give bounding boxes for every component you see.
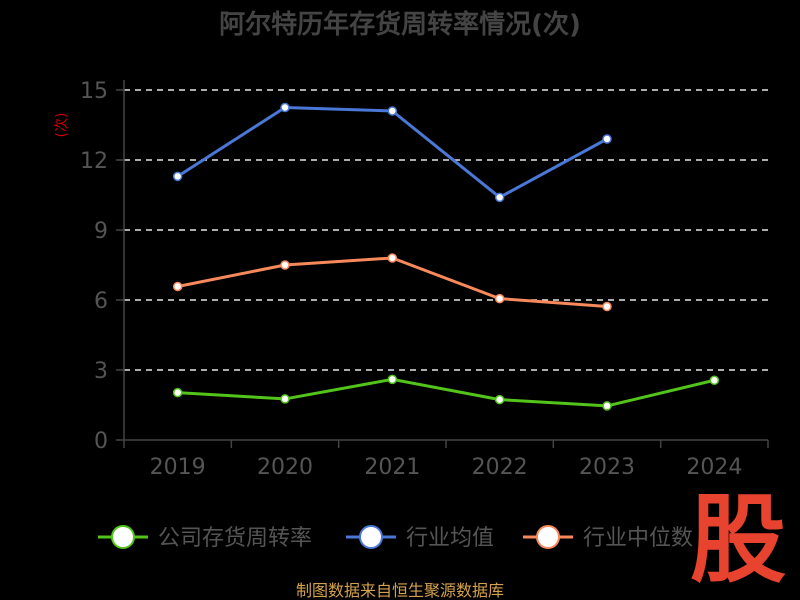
y-tick-labels: 0 3 6 9 12 15: [80, 79, 108, 454]
legend-label: 公司存货周转率: [158, 526, 312, 551]
x-tick-labels: 2019 2020 2021 2022 2023 2024: [150, 455, 743, 480]
x-tick-label: 2023: [579, 455, 635, 480]
legend-label: 行业均值: [406, 526, 494, 551]
legend-item-1[interactable]: 行业均值: [346, 525, 494, 551]
series-2: [172, 253, 612, 312]
x-tick-label: 2019: [150, 455, 206, 480]
data-point[interactable]: [172, 171, 183, 182]
y-tick-label: 15: [80, 79, 108, 104]
svg-text:股: 股: [690, 484, 786, 596]
data-point[interactable]: [494, 293, 505, 304]
x-tick-label: 2021: [364, 455, 420, 480]
data-point[interactable]: [172, 387, 183, 398]
data-point[interactable]: [602, 134, 612, 144]
data-point[interactable]: [602, 301, 612, 312]
data-point[interactable]: [387, 374, 398, 385]
data-point[interactable]: [602, 401, 612, 411]
data-point[interactable]: [387, 106, 398, 116]
legend-swatch-marker: [111, 525, 135, 549]
y-tick-label: 3: [94, 359, 108, 384]
y-tick-label: 12: [80, 149, 108, 174]
y-tick-label: 9: [94, 219, 108, 244]
y-axis-unit: (次): [54, 113, 70, 138]
series-0: [172, 374, 720, 411]
series-line: [177, 377, 715, 408]
series: [172, 102, 720, 411]
x-tick-label: 2024: [686, 455, 742, 480]
legend[interactable]: 公司存货周转率 行业均值 行业中位数: [98, 525, 693, 551]
legend-item-2[interactable]: 行业中位数: [523, 525, 693, 551]
watermark-logo: 股: [690, 484, 786, 596]
series-1: [172, 102, 612, 203]
gridlines: [124, 89, 768, 371]
y-tick-label: 6: [94, 289, 108, 314]
source-note: 制图数据来自恒生聚源数据库: [296, 581, 504, 600]
y-tick-label: 0: [94, 429, 108, 454]
chart-title: 阿尔特历年存货周转率情况(次): [219, 9, 581, 40]
data-point[interactable]: [494, 192, 505, 203]
data-point[interactable]: [709, 375, 720, 386]
data-point[interactable]: [387, 253, 398, 263]
legend-label: 行业中位数: [583, 526, 693, 551]
x-tick-label: 2020: [257, 455, 313, 480]
legend-swatch-marker: [536, 525, 560, 549]
legend-swatch-marker: [359, 525, 383, 549]
data-point[interactable]: [280, 260, 290, 270]
x-tick-label: 2022: [472, 455, 528, 480]
series-line: [176, 106, 608, 199]
data-point[interactable]: [494, 394, 505, 405]
legend-item-0[interactable]: 公司存货周转率: [98, 525, 312, 551]
axes: [116, 80, 769, 448]
data-point[interactable]: [280, 394, 290, 404]
data-point[interactable]: [280, 102, 290, 113]
data-point[interactable]: [172, 281, 183, 292]
